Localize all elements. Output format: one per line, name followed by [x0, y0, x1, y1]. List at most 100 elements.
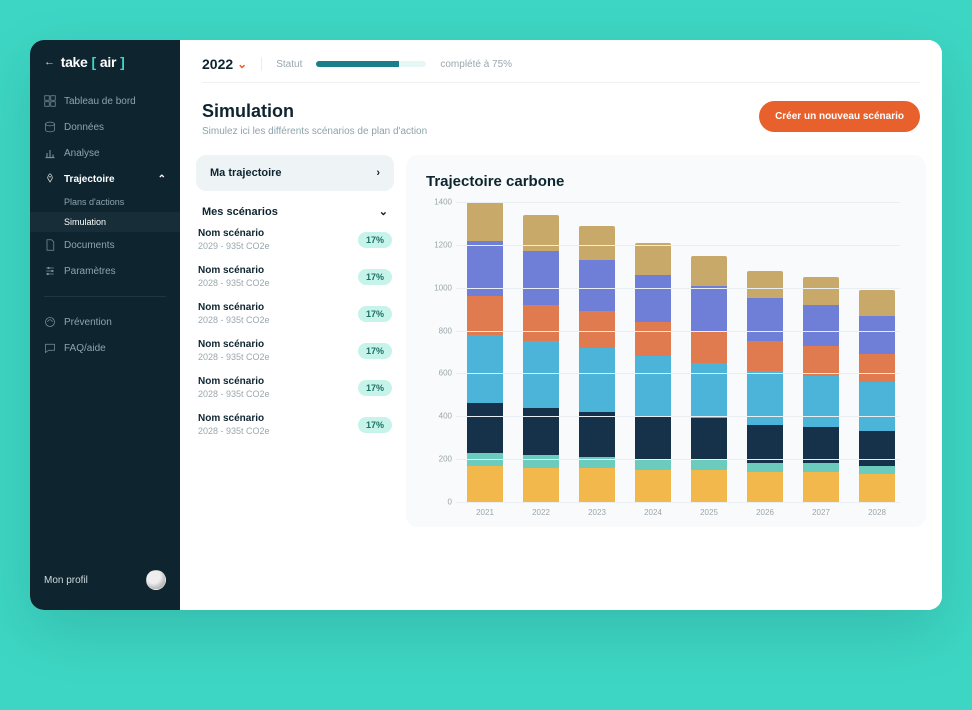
nav-secondary: PréventionFAQ/aide [30, 305, 180, 365]
bar-column [462, 202, 508, 502]
bar-segment [523, 408, 559, 455]
scenario-row[interactable]: Nom scénario 2029 - 935t CO2e 17% [198, 228, 392, 251]
create-scenario-button[interactable]: Créer un nouveau scénario [759, 101, 920, 132]
sidebar-item-label: Trajectoire [64, 174, 115, 185]
scenario-meta: 2028 - 935t CO2e [198, 278, 270, 288]
sidebar-item-s-0[interactable]: Prévention [30, 309, 180, 335]
sidebar-item-p-2[interactable]: Analyse [30, 140, 180, 166]
bar-segment [635, 322, 671, 356]
scenarios-panel: Ma trajectoire › Mes scénarios ⌄ Nom scé… [196, 155, 406, 527]
dashboard-icon [44, 95, 56, 107]
scenario-row[interactable]: Nom scénario2028 - 935t CO2e17% [198, 265, 392, 288]
x-tick-label: 2021 [462, 508, 508, 517]
x-tick-label: 2025 [686, 508, 732, 517]
bar-segment [523, 455, 559, 468]
sidebar-item-p-4[interactable]: Documents [30, 232, 180, 258]
bar-segment [691, 363, 727, 419]
scenario-pct-badge: 17% [358, 232, 392, 248]
bar-segment [467, 296, 503, 335]
bar-segment [803, 427, 839, 463]
bar-segment [691, 470, 727, 502]
scenarios-section-header[interactable]: Mes scénarios ⌄ [196, 191, 394, 228]
bar-segment [859, 474, 895, 502]
bar-segment [467, 202, 503, 241]
sidebar-item-p-1[interactable]: Données [30, 114, 180, 140]
chart-title: Trajectoire carbone [426, 173, 906, 190]
scenario-name: Nom scénario [198, 339, 270, 350]
scenario-name: Nom scénario [198, 228, 270, 239]
x-axis-labels: 20212022202320242025202620272028 [462, 508, 900, 517]
scenarios-section-title: Mes scénarios [202, 206, 278, 218]
sidebar-item-label: Paramètres [64, 266, 116, 277]
sidebar-item-label: Tableau de bord [64, 96, 136, 107]
separator [261, 57, 262, 71]
gridline [456, 245, 900, 246]
sliders-icon [44, 265, 56, 277]
scenario-row[interactable]: Nom scénario2028 - 935t CO2e17% [198, 302, 392, 325]
sidebar-item-p-5[interactable]: Paramètres [30, 258, 180, 284]
scenario-meta: 2028 - 935t CO2e [198, 315, 270, 325]
bar-segment [579, 412, 615, 457]
y-tick-label: 1200 [426, 240, 452, 249]
sidebar: ← take[air] Tableau de bordDonnéesAnalys… [30, 40, 180, 610]
scenario-meta: 2028 - 935t CO2e [198, 389, 270, 399]
bar-column [574, 226, 620, 502]
sidebar-item-s-1[interactable]: FAQ/aide [30, 335, 180, 361]
sidebar-subitem-0[interactable]: Plans d'actions [30, 192, 180, 212]
bar-segment [523, 468, 559, 502]
bar-segment [635, 275, 671, 322]
y-tick-label: 800 [426, 326, 452, 335]
bar-segment [747, 271, 783, 299]
scenario-name: Nom scénario [198, 265, 270, 276]
bar-segment [859, 290, 895, 316]
bar-segment [803, 305, 839, 346]
bar-column [742, 271, 788, 502]
bar-segment [859, 316, 895, 355]
stacked-bar [635, 243, 671, 502]
scenario-name: Nom scénario [198, 413, 270, 424]
bar-segment [635, 459, 671, 470]
scenario-name: Nom scénario [198, 302, 270, 313]
back-arrow-icon[interactable]: ← [44, 56, 55, 68]
sidebar-subitem-1[interactable]: Simulation [30, 212, 180, 232]
stacked-bar [691, 256, 727, 502]
bar-segment [747, 425, 783, 464]
bar-segment [635, 416, 671, 459]
doc-icon [44, 239, 56, 251]
bar-segment [803, 346, 839, 376]
rocket-icon [44, 173, 56, 185]
bar-segment [747, 298, 783, 341]
sidebar-item-p-3[interactable]: Trajectoire⌃ [30, 166, 180, 192]
bar-segment [691, 418, 727, 459]
scenario-row[interactable]: Nom scénario2028 - 935t CO2e17% [198, 413, 392, 436]
bar-segment [859, 382, 895, 431]
profile-link[interactable]: Mon profil [30, 560, 180, 600]
scenario-row[interactable]: Nom scénario2028 - 935t CO2e17% [198, 339, 392, 362]
year-selector[interactable]: 2022 ⌄ [202, 56, 247, 72]
bar-column [798, 277, 844, 502]
y-tick-label: 1000 [426, 283, 452, 292]
bar-segment [747, 472, 783, 502]
data-icon [44, 121, 56, 133]
status-label: Statut [276, 59, 302, 70]
progress-fill [316, 61, 399, 67]
y-tick-label: 400 [426, 412, 452, 421]
nav-primary: Tableau de bord Données Analyse Trajectoire… [30, 84, 180, 288]
x-tick-label: 2027 [798, 508, 844, 517]
scenario-row[interactable]: Nom scénario2028 - 935t CO2e17% [198, 376, 392, 399]
bar-segment [635, 356, 671, 416]
my-trajectory-label: Ma trajectoire [210, 167, 282, 179]
sidebar-item-p-0[interactable]: Tableau de bord [30, 88, 180, 114]
stacked-bar [579, 226, 615, 502]
my-trajectory-card[interactable]: Ma trajectoire › [196, 155, 394, 191]
scenario-meta: 2029 - 935t CO2e [198, 241, 270, 251]
chevron-down-icon: ⌄ [379, 205, 388, 218]
scenario-pct-badge: 17% [358, 380, 392, 396]
bar-segment [691, 331, 727, 363]
topbar: 2022 ⌄ Statut complété à 75% [180, 40, 942, 82]
y-tick-label: 200 [426, 455, 452, 464]
bar-segment [523, 215, 559, 251]
sidebar-item-label: Analyse [64, 148, 100, 159]
stacked-bar [747, 271, 783, 502]
bar-segment [859, 354, 895, 382]
